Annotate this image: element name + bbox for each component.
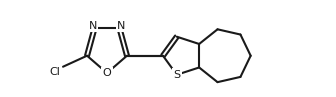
Text: N: N: [117, 21, 126, 31]
Text: O: O: [102, 68, 111, 78]
Text: N: N: [88, 21, 97, 31]
Text: S: S: [173, 70, 180, 80]
Text: Cl: Cl: [50, 67, 60, 77]
